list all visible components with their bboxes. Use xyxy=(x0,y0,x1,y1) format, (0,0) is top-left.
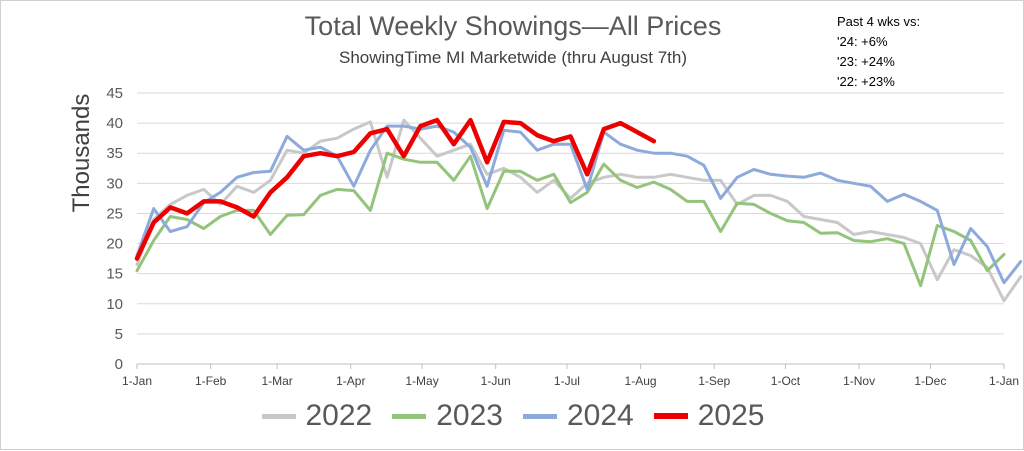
legend-label-2022: 2022 xyxy=(305,399,373,432)
x-tick-label: 1-Feb xyxy=(195,374,227,388)
legend-item-2022: 2022 xyxy=(261,399,373,433)
legend-item-2024: 2024 xyxy=(523,399,634,433)
note-2022: '22: +23% xyxy=(837,74,895,89)
legend-swatch-2024 xyxy=(523,413,557,419)
y-tick-label: 40 xyxy=(106,115,123,132)
y-tick-label: 10 xyxy=(106,296,123,313)
gridlines xyxy=(137,92,1004,335)
y-tick-label: 25 xyxy=(106,205,123,222)
note-2023: '23: +24% xyxy=(837,54,895,69)
series-line-2024 xyxy=(135,124,1023,285)
legend-swatch-2022 xyxy=(261,413,296,419)
x-tick-label: 1-Jul xyxy=(554,374,580,388)
series-lines xyxy=(134,117,1023,303)
y-tick-label: 45 xyxy=(106,85,123,102)
legend-swatch-2025 xyxy=(653,413,688,419)
legend-label-2024: 2024 xyxy=(567,399,634,432)
legend: 2022 2023 2024 2025 xyxy=(1,399,1024,433)
y-tick-label: 30 xyxy=(106,175,123,192)
y-tick-label: 20 xyxy=(106,236,123,253)
legend-swatch-2023 xyxy=(392,413,427,419)
legend-item-2025: 2025 xyxy=(653,399,765,433)
note-2024: '24: +6% xyxy=(837,34,888,49)
x-tick-label: 1-Jan xyxy=(989,374,1019,388)
comparison-note: Past 4 wks vs: '24: +6% '23: +24% '22: +… xyxy=(837,12,920,92)
series-line-2025 xyxy=(134,117,657,261)
y-tick-label: 5 xyxy=(115,326,123,343)
axes: 0 5 10 15 20 25 30 35 40 45 1-Jan 1-Feb 1-Mar 1-Apr 1-… xyxy=(106,85,1019,388)
x-tick-label: 1-May xyxy=(405,374,438,388)
legend-item-2023: 2023 xyxy=(392,399,503,433)
x-tick-label: 1-Aug xyxy=(625,374,657,388)
chart-subtitle: ShowingTime MI Marketwide (thru August 7… xyxy=(338,48,687,67)
x-tick-label: 1-Sep xyxy=(698,374,730,388)
x-tick-label: 1-Jun xyxy=(481,374,511,388)
x-tick-label: 1-Mar xyxy=(261,374,292,388)
y-tick-label: 15 xyxy=(106,266,123,283)
series-line-2023 xyxy=(135,151,1006,288)
x-tick-label: 1-Apr xyxy=(336,374,365,388)
series-line-2022 xyxy=(135,118,1023,303)
x-tick-label: 1-Dec xyxy=(914,374,946,388)
x-tick-label: 1-Jan xyxy=(122,374,152,388)
chart-title: Total Weekly Showings—All Prices xyxy=(304,11,722,41)
y-tick-label: 35 xyxy=(106,145,123,162)
x-tick-label: 1-Nov xyxy=(843,374,875,388)
legend-label-2023: 2023 xyxy=(436,399,503,432)
note-heading: Past 4 wks vs: xyxy=(837,14,921,29)
x-tick-label: 1-Oct xyxy=(771,374,801,388)
y-axis-label: Thousands xyxy=(68,94,95,213)
y-tick-label: 0 xyxy=(115,356,123,373)
legend-label-2025: 2025 xyxy=(697,399,765,432)
